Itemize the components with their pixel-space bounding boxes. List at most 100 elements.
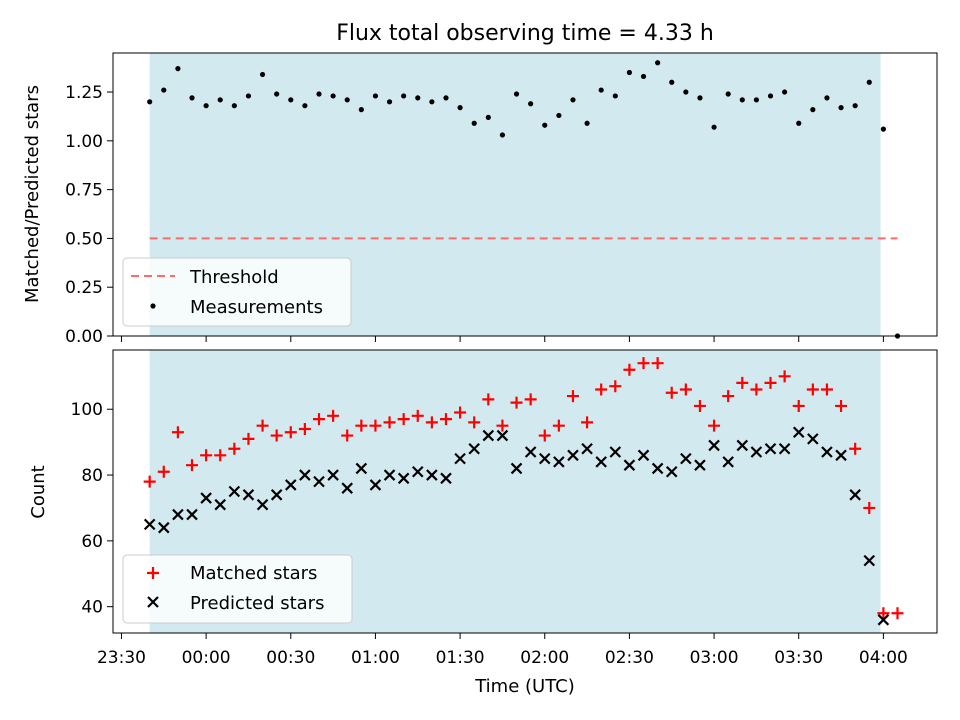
- predicted-star-point: [595, 456, 607, 468]
- predicted-star-point: [764, 442, 777, 455]
- measurement-point: [513, 91, 520, 97]
- measurement-point: [471, 120, 477, 126]
- predicted-star-point: [496, 429, 509, 442]
- measurement-point: [655, 60, 661, 66]
- predicted-star-point: [538, 452, 551, 465]
- predicted-star-point: [835, 449, 847, 462]
- chart-title: Flux total observing time = 4.33 h: [336, 21, 714, 46]
- measurement-point: [175, 66, 181, 72]
- matched-star-point: [186, 459, 199, 472]
- threshold-legend-label: Threshold: [189, 267, 279, 288]
- matched-star-point: [891, 607, 904, 620]
- predicted-star-point: [821, 446, 833, 458]
- x-tick-label: 02:30: [605, 648, 654, 668]
- predicted-star-point: [722, 456, 734, 468]
- predicted-star-point: [200, 492, 212, 504]
- measurement-point: [725, 91, 731, 97]
- predicted-star-point: [256, 498, 269, 511]
- matched-star-point: [863, 501, 876, 514]
- measurement-point: [372, 93, 379, 99]
- x-tick-label: 03:00: [690, 648, 739, 668]
- predicted-stars-points: [143, 426, 890, 626]
- matched-star-point: [708, 419, 721, 432]
- top-axes-frame: [112, 52, 938, 337]
- measurement-point: [612, 93, 618, 99]
- measurement-point: [542, 122, 548, 128]
- measurements-legend-label: Measurements: [190, 297, 323, 318]
- predicted-star-point: [877, 614, 890, 626]
- bottom-y-ticks: 40 60 80 100: [71, 400, 113, 618]
- bottom-y-axis-label: Count: [28, 465, 49, 518]
- matched-star-point: [637, 357, 650, 370]
- matched-star-point: [552, 419, 565, 432]
- predicted-star-point: [778, 442, 791, 455]
- bottom-axes-frame: [112, 349, 938, 634]
- measurement-point: [767, 93, 774, 99]
- matched-legend-label: Matched stars: [190, 563, 317, 584]
- matched-stars-points: [143, 357, 904, 620]
- matched-star-point: [820, 383, 833, 396]
- top-y-tick-label: 0.50: [65, 229, 103, 249]
- x-tick-label: 02:00: [520, 648, 569, 668]
- predicted-star-point: [383, 469, 396, 481]
- matched-star-point: [171, 426, 184, 439]
- predicted-star-point: [482, 429, 495, 442]
- matched-star-point: [595, 383, 608, 396]
- predicted-star-point: [454, 452, 466, 465]
- predicted-star-point: [849, 489, 861, 501]
- measurement-point: [231, 103, 237, 109]
- predicted-star-point: [341, 482, 353, 494]
- matched-star-point: [496, 419, 509, 432]
- measurement-point: [443, 95, 449, 101]
- measurement-point: [358, 107, 364, 113]
- matched-star-point: [482, 393, 495, 406]
- predicted-star-point: [327, 469, 339, 481]
- measurement-point: [485, 114, 491, 121]
- matched-star-point: [778, 370, 791, 383]
- measurement-point: [796, 120, 802, 126]
- predicted-star-point: [186, 508, 198, 521]
- matched-star-point: [877, 607, 890, 620]
- predicted-star-point: [792, 426, 805, 439]
- measurement-point: [866, 79, 872, 85]
- measurement-point: [782, 89, 788, 95]
- matched-star-point: [397, 413, 410, 426]
- matched-star-point: [228, 442, 241, 455]
- predicted-star-point: [510, 462, 523, 475]
- top-legend: Threshold Measurements: [122, 257, 352, 327]
- measurement-point: [344, 97, 350, 103]
- bottom-legend-box: [122, 554, 353, 624]
- top-y-ticks: 0.00 0.25 0.50 0.75 1.00 1.25: [65, 83, 113, 347]
- matched-star-point: [806, 383, 819, 396]
- predicted-star-point: [609, 446, 622, 458]
- measurement-point: [429, 99, 435, 105]
- top-legend-box: [122, 257, 352, 327]
- matched-star-point: [327, 409, 340, 422]
- measurement-point: [259, 71, 266, 78]
- measurement-point: [669, 79, 675, 85]
- measurement-point: [330, 93, 336, 99]
- matched-legend-swatch: [147, 567, 159, 579]
- measurement-point: [810, 107, 816, 113]
- bottom-y-tick-label: 60: [81, 532, 103, 552]
- measurement-point: [852, 103, 858, 109]
- x-tick-label: 01:30: [436, 648, 485, 668]
- predicted-star-point: [369, 479, 382, 491]
- matched-star-point: [411, 409, 424, 422]
- predicted-star-point: [158, 521, 170, 534]
- predicted-star-point: [440, 472, 452, 485]
- matched-star-point: [270, 429, 283, 442]
- matched-star-point: [524, 393, 537, 406]
- matched-star-point: [665, 386, 678, 399]
- predicted-star-point: [172, 508, 184, 521]
- x-axis-label: Time (UTC): [474, 676, 575, 697]
- predicted-legend-swatch: [147, 596, 159, 608]
- matched-star-point: [722, 390, 735, 403]
- bottom-x-ticks: 23:30 00:00 00:30 01:00 01:30 02:00 02:30 03:00…: [97, 633, 908, 668]
- predicted-legend-label: Predicted stars: [190, 593, 324, 614]
- matched-star-point: [566, 390, 579, 403]
- bottom-panel: 40 60 80 100 23:30 00:00 00:30 01:00 01:30 02:00…: [28, 349, 938, 697]
- predicted-star-point: [242, 489, 255, 501]
- measurement-point: [288, 97, 294, 103]
- matched-star-point: [454, 406, 467, 419]
